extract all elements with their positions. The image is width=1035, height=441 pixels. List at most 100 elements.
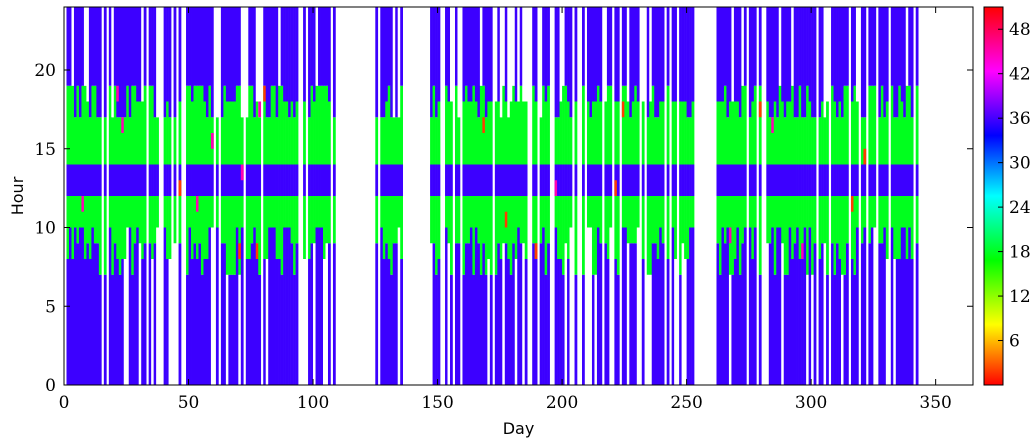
heat-cell <box>295 196 299 244</box>
heat-cell <box>594 7 598 102</box>
heat-cell <box>557 196 560 259</box>
heat-cell <box>636 196 640 228</box>
heat-cell <box>482 7 486 86</box>
heat-cell <box>68 227 72 385</box>
heat-cell <box>462 101 466 165</box>
heat-cell <box>103 164 107 196</box>
heat-cell <box>295 7 299 102</box>
heat-cell <box>504 211 508 228</box>
heat-cell <box>437 164 441 196</box>
heat-cell <box>547 85 550 165</box>
heat-cell <box>562 196 565 275</box>
heat-cell <box>554 7 558 118</box>
heat-cell <box>768 7 772 118</box>
heat-cell <box>240 227 244 385</box>
heat-cell <box>205 196 209 259</box>
colorbar-tick-label: 24 <box>1009 198 1031 218</box>
heat-cell <box>71 7 75 86</box>
heat-cell <box>153 164 157 196</box>
heat-cell <box>76 7 80 86</box>
heat-cell <box>472 7 476 86</box>
heat-cell <box>574 196 578 275</box>
heat-cell <box>853 196 857 275</box>
heat-cell <box>624 164 628 196</box>
heat-cell <box>163 164 167 196</box>
heat-cell <box>803 164 807 196</box>
heat-cell <box>435 164 438 196</box>
heat-cell <box>870 85 874 165</box>
heat-cell <box>313 196 316 244</box>
heat-cell <box>873 7 877 86</box>
heat-cell <box>609 85 613 165</box>
heat-cell <box>151 259 154 385</box>
heat-cell <box>517 196 521 228</box>
heat-cell <box>880 7 884 86</box>
heat-cell <box>504 101 508 165</box>
heat-cell <box>684 164 687 196</box>
heat-cell <box>390 274 394 385</box>
heat-cell <box>753 227 757 385</box>
heat-cell <box>674 164 677 196</box>
heat-cell <box>88 196 92 259</box>
heat-cell <box>198 7 202 86</box>
heat-cell <box>582 85 585 165</box>
colorbar-tick-label: 42 <box>1009 65 1031 85</box>
heat-cell <box>108 85 112 165</box>
x-tick-label: 300 <box>795 393 827 413</box>
heat-cell <box>838 101 842 165</box>
x-axis-ticks: 0 50 100 150 200 250 300 350 <box>59 7 952 413</box>
heat-cell <box>569 7 573 118</box>
heat-cell <box>133 7 137 86</box>
heat-cell <box>522 7 526 102</box>
heat-cell <box>153 117 157 165</box>
heat-cell <box>681 196 685 244</box>
heat-cell <box>68 196 72 228</box>
heat-cell <box>733 259 737 385</box>
heat-cell <box>313 164 316 196</box>
heat-cell <box>397 117 401 165</box>
heat-cell <box>474 196 478 228</box>
heat-cell <box>636 164 640 196</box>
heat-cell <box>806 196 809 275</box>
heat-cell <box>313 7 316 102</box>
heat-cell <box>686 164 690 196</box>
heat-cell <box>230 164 234 196</box>
heat-cell <box>718 274 722 385</box>
heat-cell <box>569 117 573 165</box>
heat-cell <box>332 7 336 118</box>
heat-cell <box>235 196 239 228</box>
heat-cell <box>860 7 864 118</box>
heat-cell <box>738 7 742 118</box>
heat-cell <box>153 243 157 385</box>
heat-cell <box>220 117 224 165</box>
heat-cell <box>195 164 199 196</box>
heat-cell <box>870 164 874 196</box>
heat-cell <box>679 164 682 196</box>
heat-cell <box>855 227 859 385</box>
heat-cell <box>191 164 194 196</box>
heat-cell <box>195 259 199 385</box>
heat-cell <box>143 164 147 196</box>
heat-cell <box>559 196 563 259</box>
heat-cell <box>233 7 237 102</box>
heat-cell <box>499 7 503 118</box>
heat-cell <box>494 7 498 102</box>
heat-cell <box>143 85 147 165</box>
heat-cell <box>883 117 887 165</box>
x-tick-label: 150 <box>421 393 453 413</box>
heat-cell <box>66 7 70 86</box>
heat-cell <box>93 85 97 165</box>
heat-cell <box>893 7 897 118</box>
heat-cell <box>868 243 872 385</box>
heat-cell <box>166 196 169 259</box>
heat-cell <box>841 196 844 275</box>
heat-cell <box>156 196 159 228</box>
heat-cell <box>542 196 545 228</box>
heat-cell <box>636 101 640 165</box>
heat-cell <box>143 243 147 385</box>
heat-cell <box>753 196 757 228</box>
heat-cell <box>718 164 722 196</box>
heat-cell <box>781 164 785 196</box>
heat-cell <box>392 243 396 385</box>
heat-cell <box>198 85 202 165</box>
